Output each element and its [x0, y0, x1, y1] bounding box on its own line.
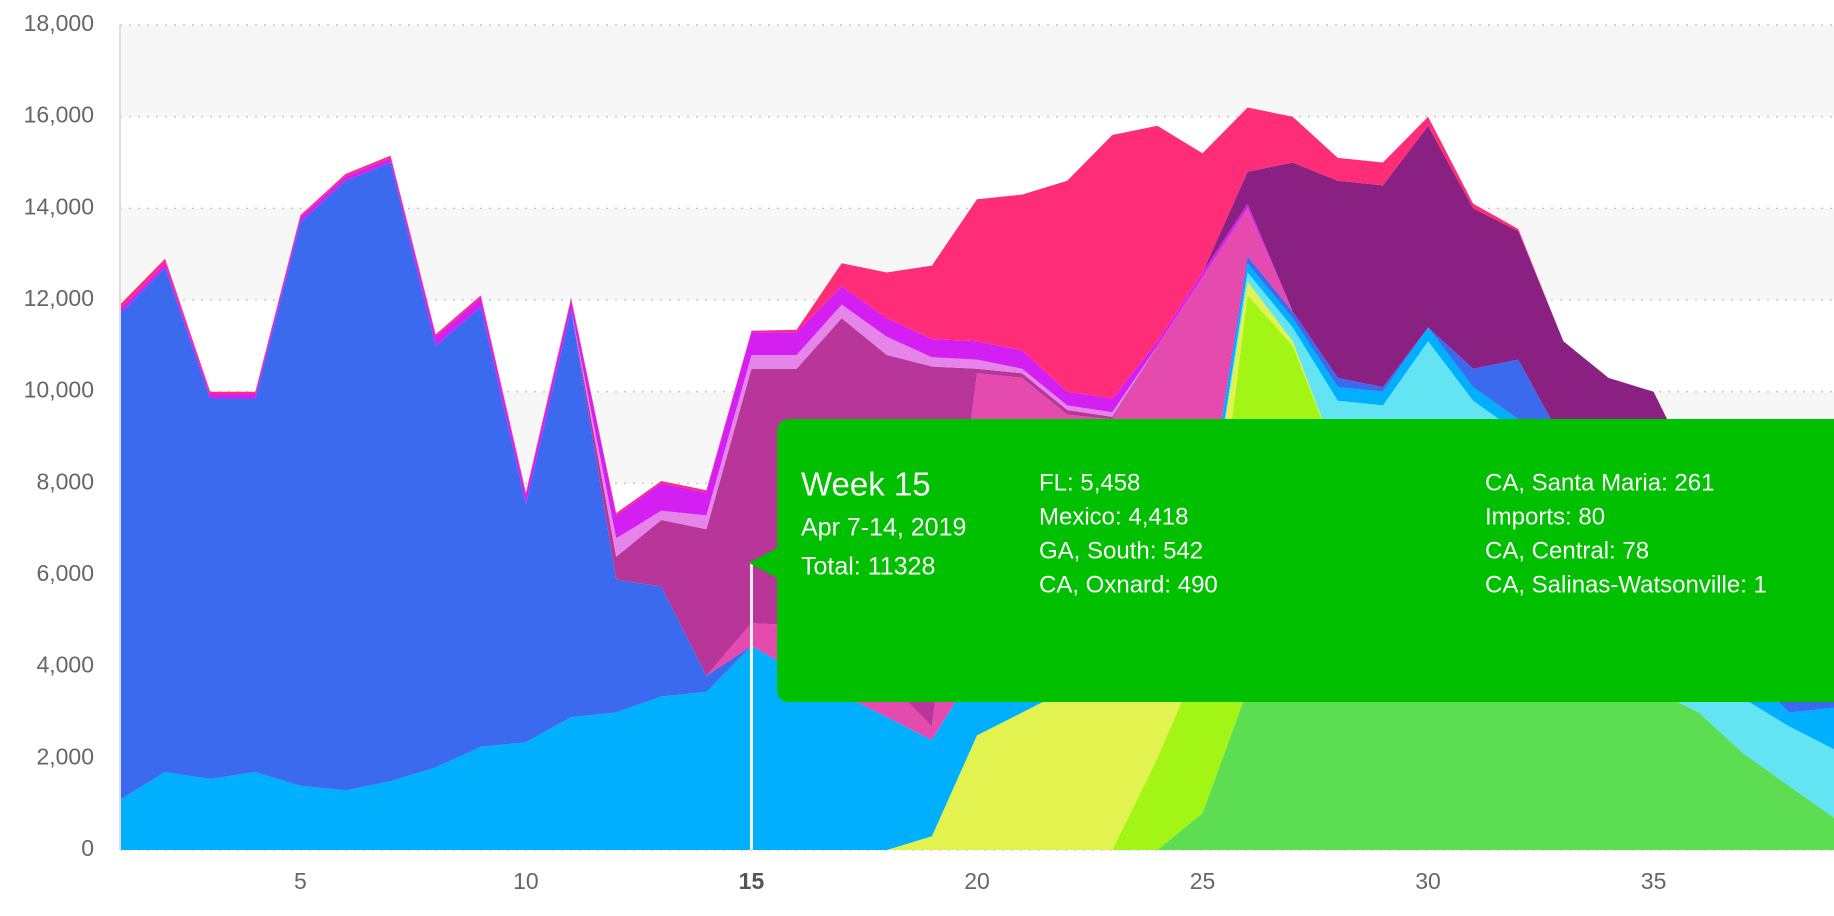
- tooltip-item: CA, Central: 78: [1485, 537, 1649, 564]
- tooltip-total: Total: 11328: [801, 553, 935, 581]
- y-tick-label: 2,000: [36, 743, 94, 769]
- area: [120, 263, 1834, 850]
- tooltip-title: Week 15: [801, 466, 931, 503]
- tooltip-date: Apr 7-14, 2019: [801, 514, 966, 542]
- y-tick-label: 8,000: [36, 468, 94, 494]
- band: [120, 25, 1834, 117]
- tooltip-item: Mexico: 4,418: [1039, 503, 1188, 530]
- y-tick-label: 4,000: [36, 652, 94, 678]
- tooltip-item: GA, South: 542: [1039, 537, 1203, 564]
- tooltip-box: [749, 419, 1834, 702]
- y-tick-label: 0: [81, 835, 94, 861]
- area: [120, 272, 1834, 850]
- tooltip-item: FL: 5,458: [1039, 469, 1140, 496]
- area: [120, 162, 1834, 800]
- y-tick-label: 18,000: [24, 10, 94, 36]
- x-tick-label: 30: [1415, 868, 1441, 894]
- area: [120, 107, 1834, 699]
- x-tick-label: 5: [294, 868, 307, 894]
- tooltip-item: Imports: 80: [1485, 503, 1605, 530]
- y-tick-label: 14,000: [24, 193, 94, 219]
- y-tick-label: 6,000: [36, 560, 94, 586]
- y-tick-label: 12,000: [24, 285, 94, 311]
- tooltip-item: CA, Santa Maria: 261: [1485, 469, 1714, 496]
- x-tick-label: 25: [1190, 868, 1216, 894]
- x-tick-label: 15: [739, 868, 765, 894]
- x-tick-label: 20: [964, 868, 990, 894]
- tooltip-item: CA, Oxnard: 490: [1039, 571, 1218, 598]
- area: [120, 281, 1834, 850]
- axes: 0 2,000 4,000 6,000 8,000 10,000 12,000 14,000 1…: [24, 10, 1667, 894]
- area: [120, 125, 1834, 699]
- tooltip-item: CA, Salinas-Watsonville: 1: [1485, 571, 1767, 598]
- x-tick-label: 10: [513, 868, 539, 894]
- y-tick-label: 10,000: [24, 377, 94, 403]
- y-tick-label: 16,000: [24, 102, 94, 128]
- tooltip: Week 15 Apr 7-14, 2019 Total: 11328 FL: 5,4…: [749, 419, 1834, 702]
- x-tick-label: 35: [1641, 868, 1667, 894]
